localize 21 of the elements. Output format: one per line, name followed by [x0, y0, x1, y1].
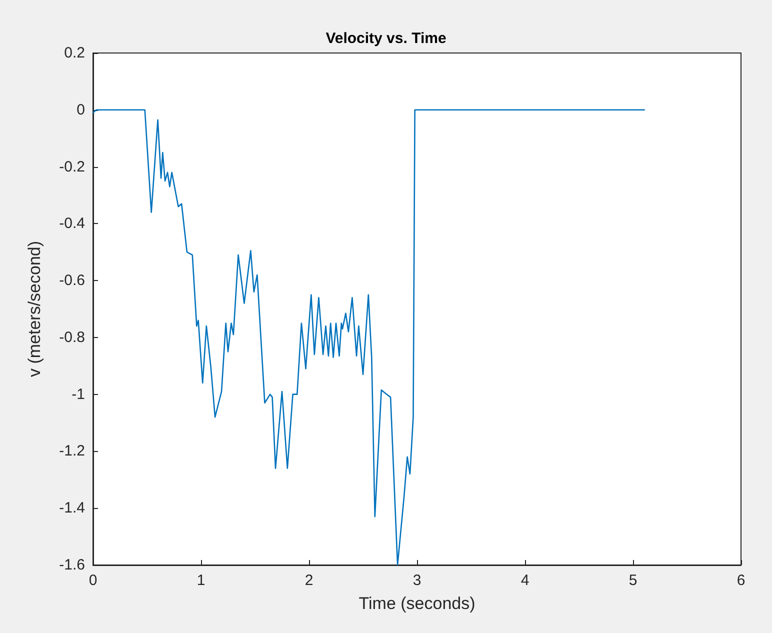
x-tick-label: 5 [628, 572, 638, 589]
x-tick-label: 2 [304, 572, 314, 589]
x-axis-title: Time (seconds) [358, 594, 476, 613]
y-tick-label: -1.4 [59, 500, 85, 517]
y-tick-label: -0.2 [59, 158, 85, 176]
y-tick-label: -0.4 [59, 215, 85, 232]
y-tick-label: -0.6 [59, 272, 85, 290]
line-series [92, 109, 646, 566]
y-tick-label: -1 [72, 386, 85, 403]
y-tick-label: -0.8 [59, 328, 85, 346]
y-tick-label: 0.2 [64, 44, 85, 62]
x-tick-label: 3 [412, 572, 422, 589]
y-axis-title: v (meters/second) [25, 240, 44, 378]
x-tick-label: 0 [88, 572, 98, 589]
x-tick-label: 6 [736, 572, 746, 589]
y-tick-label: -1.2 [59, 442, 85, 460]
x-tick-label: 1 [196, 572, 206, 589]
y-tick-label: 0 [76, 101, 85, 118]
y-tick-label: -1.6 [59, 556, 85, 574]
chart-title: Velocity vs. Time [326, 30, 446, 47]
x-tick-label: 4 [520, 572, 530, 589]
